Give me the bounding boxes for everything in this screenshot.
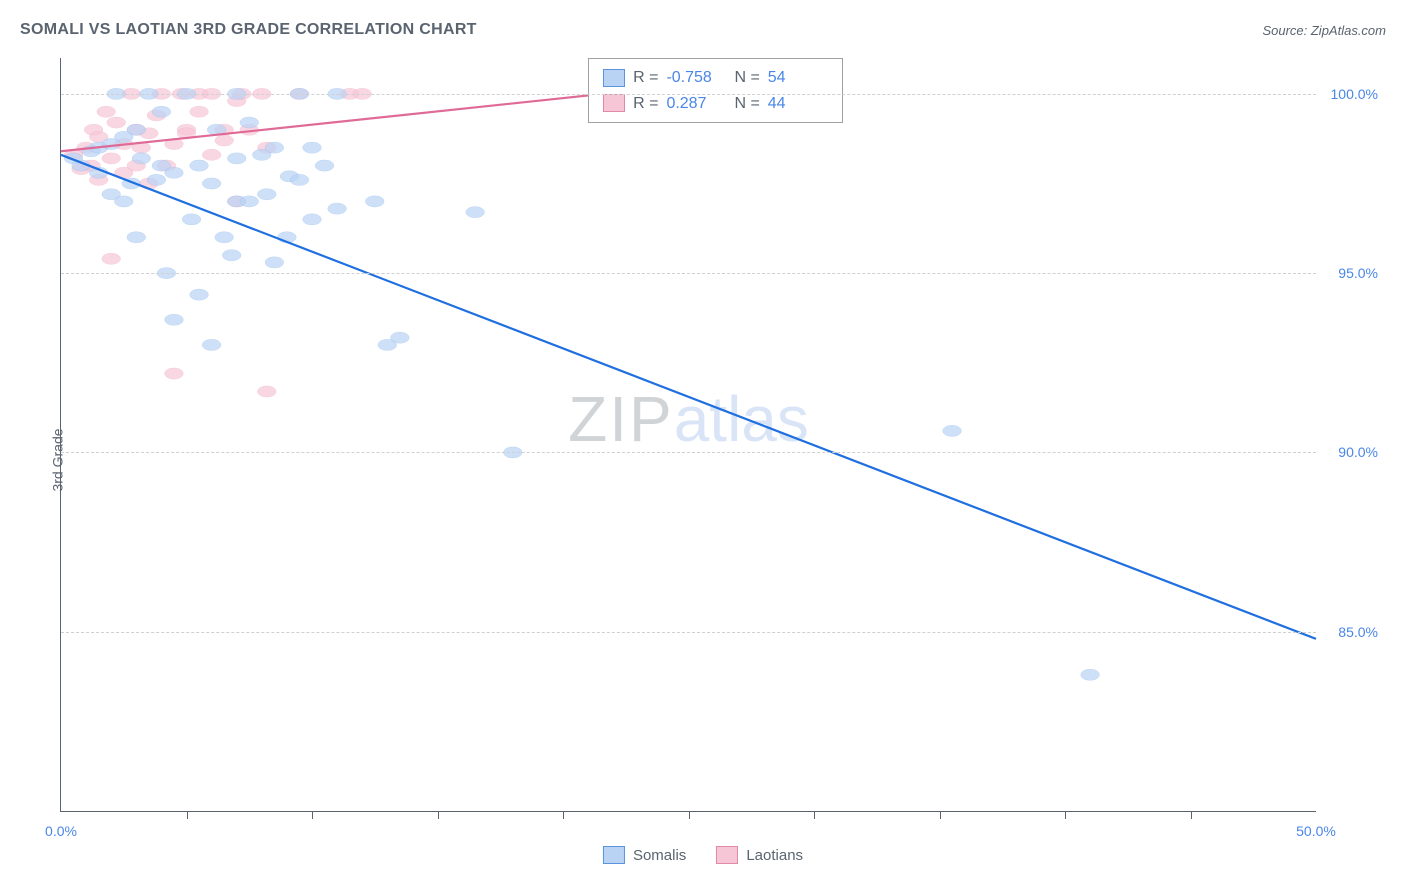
somalis-point bbox=[182, 214, 201, 225]
laotians-point bbox=[202, 149, 221, 160]
plot-area: ZIPatlas R =-0.758N =54R =0.287N =44 85.… bbox=[60, 58, 1316, 812]
somalis-point bbox=[165, 167, 184, 178]
x-tick-mark bbox=[187, 811, 188, 819]
x-tick-mark bbox=[814, 811, 815, 819]
somalis-point bbox=[303, 142, 322, 153]
somalis-point bbox=[202, 178, 221, 189]
n-value: 54 bbox=[768, 65, 828, 91]
somalis-point bbox=[365, 196, 384, 207]
gridline-h bbox=[61, 273, 1316, 274]
somalis-point bbox=[240, 117, 259, 128]
somalis-point bbox=[127, 124, 146, 135]
somalis-point bbox=[114, 196, 133, 207]
somalis-point bbox=[165, 314, 184, 325]
somalis-point bbox=[257, 189, 276, 200]
somalis-point bbox=[222, 250, 241, 261]
x-tick-mark bbox=[1065, 811, 1066, 819]
somalis-point bbox=[147, 174, 166, 185]
y-tick-label: 95.0% bbox=[1338, 265, 1378, 281]
scatter-plot-svg bbox=[61, 58, 1316, 811]
laotians-point bbox=[257, 386, 276, 397]
laotians-point bbox=[107, 117, 126, 128]
laotians-point bbox=[165, 368, 184, 379]
somalis-swatch bbox=[603, 69, 625, 87]
somalis-point bbox=[390, 332, 409, 343]
n-label: N = bbox=[734, 65, 759, 91]
x-tick-label: 50.0% bbox=[1296, 823, 1336, 839]
x-tick-mark bbox=[312, 811, 313, 819]
somalis-point bbox=[227, 153, 246, 164]
somalis-point bbox=[240, 196, 259, 207]
laotians-point bbox=[190, 106, 209, 117]
somalis-point bbox=[265, 142, 284, 153]
somalis-legend-swatch bbox=[603, 846, 625, 864]
somalis-point bbox=[127, 232, 146, 243]
source-name: ZipAtlas.com bbox=[1311, 23, 1386, 38]
somalis-point bbox=[466, 207, 485, 218]
y-tick-label: 90.0% bbox=[1338, 444, 1378, 460]
chart-container: 3rd Grade ZIPatlas R =-0.758N =54R =0.28… bbox=[20, 48, 1386, 872]
laotians-legend-swatch bbox=[716, 846, 738, 864]
chart-legend: Somalis Laotians bbox=[603, 846, 803, 864]
y-tick-label: 100.0% bbox=[1331, 86, 1378, 102]
laotians-point bbox=[97, 106, 116, 117]
legend-label: Somalis bbox=[633, 847, 686, 864]
somalis-point bbox=[215, 232, 234, 243]
chart-title: SOMALI VS LAOTIAN 3RD GRADE CORRELATION … bbox=[20, 21, 477, 39]
gridline-h bbox=[61, 632, 1316, 633]
correlation-stats-box: R =-0.758N =54R =0.287N =44 bbox=[588, 58, 843, 123]
somalis-point bbox=[315, 160, 334, 171]
somalis-point bbox=[303, 214, 322, 225]
somalis-point bbox=[290, 174, 309, 185]
x-tick-mark bbox=[940, 811, 941, 819]
legend-item-somalis: Somalis bbox=[603, 846, 686, 864]
somalis-point bbox=[202, 339, 221, 350]
somalis-point bbox=[190, 289, 209, 300]
somalis-point bbox=[328, 203, 347, 214]
somalis-point bbox=[190, 160, 209, 171]
laotians-point bbox=[102, 153, 121, 164]
r-value: -0.758 bbox=[666, 65, 726, 91]
source-attribution: Source: ZipAtlas.com bbox=[1262, 23, 1386, 38]
gridline-h bbox=[61, 452, 1316, 453]
somalis-point bbox=[265, 257, 284, 268]
stats-row-somalis: R = -0.758 N = 54 bbox=[603, 65, 828, 91]
y-tick-label: 85.0% bbox=[1338, 624, 1378, 640]
legend-item-laotians: Laotians bbox=[716, 846, 803, 864]
gridline-h bbox=[61, 94, 1316, 95]
x-tick-mark bbox=[563, 811, 564, 819]
laotians-point bbox=[102, 253, 121, 264]
r-label: R = bbox=[633, 65, 658, 91]
somalis-point bbox=[943, 425, 962, 436]
x-tick-mark bbox=[689, 811, 690, 819]
laotians-point bbox=[215, 135, 234, 146]
somalis-trend-line bbox=[61, 155, 1316, 639]
source-prefix: Source: bbox=[1262, 23, 1310, 38]
x-tick-mark bbox=[1191, 811, 1192, 819]
laotians-swatch bbox=[603, 94, 625, 112]
x-tick-mark bbox=[438, 811, 439, 819]
legend-label: Laotians bbox=[746, 847, 803, 864]
somalis-point bbox=[152, 106, 171, 117]
somalis-point bbox=[1081, 669, 1100, 680]
somalis-point bbox=[132, 153, 151, 164]
x-tick-label: 0.0% bbox=[45, 823, 77, 839]
